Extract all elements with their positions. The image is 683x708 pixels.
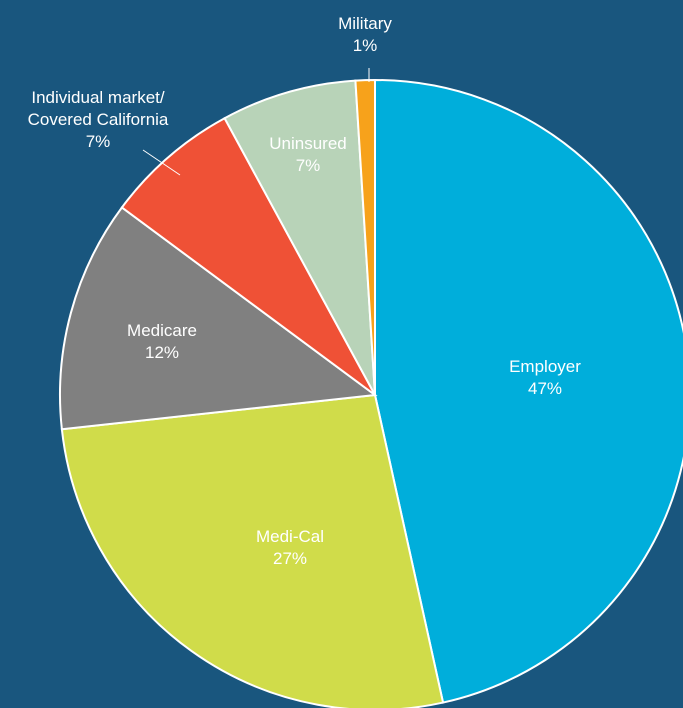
value-label: 47%: [527, 379, 563, 398]
pie-slice: [120, 116, 376, 396]
value-label: 7%: [85, 132, 111, 151]
value-label: 7%: [295, 156, 321, 175]
category-label: Medi-Cal: [255, 527, 325, 546]
pie-slice: [354, 78, 376, 396]
pie-slice: [374, 78, 683, 704]
slice-label: Military 1%: [255, 13, 475, 57]
slice-label: Individual market/ Covered California 7%: [0, 87, 208, 153]
pie-slice: [223, 79, 376, 396]
pie-slice: [60, 393, 445, 708]
value-label: 27%: [272, 549, 308, 568]
category-label: Uninsured: [269, 134, 347, 153]
slice-label: Medicare 12%: [52, 320, 272, 364]
leader-line: [142, 149, 181, 176]
value-label: 12%: [144, 343, 180, 362]
slice-label: Employer 47%: [435, 356, 655, 400]
pie-slice: [59, 206, 378, 431]
value-label: 1%: [352, 36, 378, 55]
category-label: Military: [338, 14, 392, 33]
slice-label: Uninsured 7%: [198, 133, 418, 177]
category-label: Medicare: [127, 321, 197, 340]
category-label: Individual market/ Covered California: [27, 88, 169, 129]
slice-label: Medi-Cal 27%: [180, 526, 400, 570]
category-label: Employer: [509, 357, 581, 376]
